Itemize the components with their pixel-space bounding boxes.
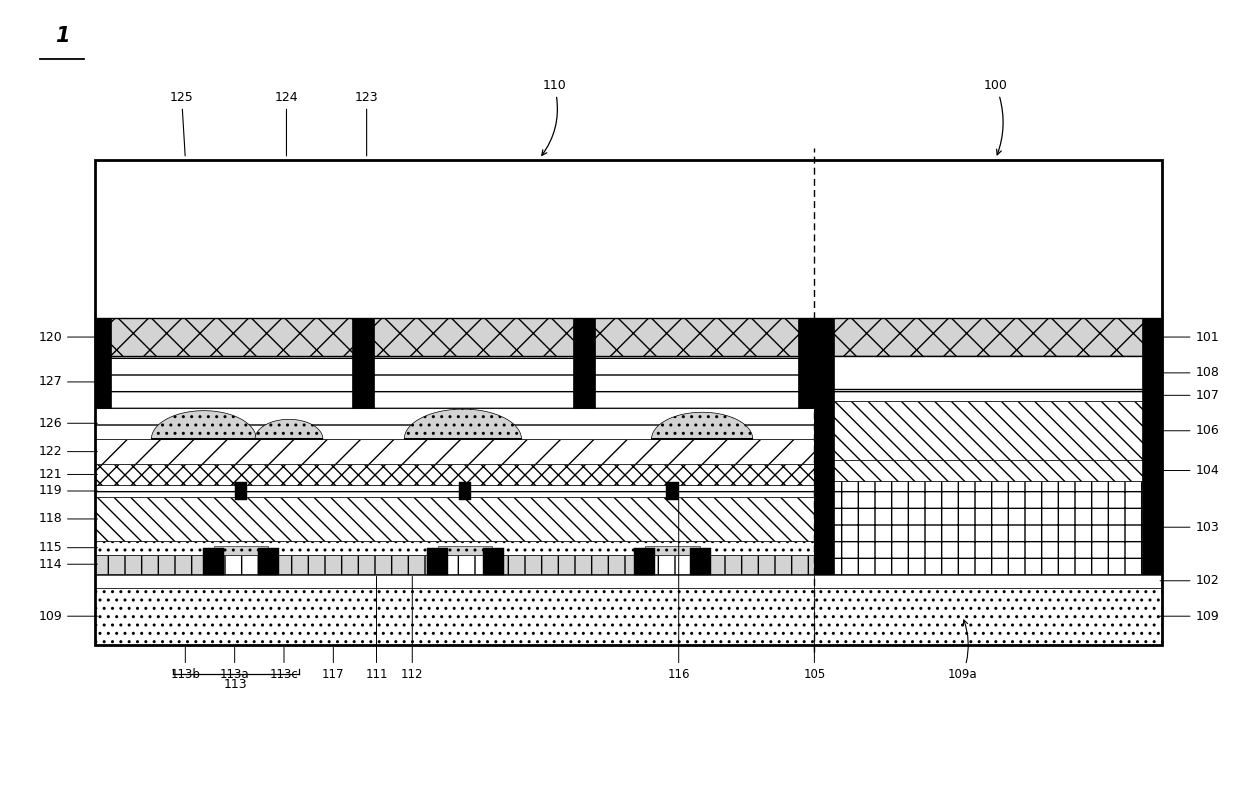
Bar [814, 401, 1162, 460]
Text: 115: 115 [38, 541, 98, 554]
Bar [814, 460, 1162, 481]
Text: 127: 127 [38, 375, 98, 389]
Bar [95, 439, 814, 464]
Bar [642, 555, 704, 573]
Bar [439, 546, 492, 555]
Text: 109a: 109a [948, 620, 978, 681]
Bar [814, 588, 1162, 645]
Text: 103: 103 [1160, 521, 1219, 534]
Bar [435, 555, 496, 573]
Text: 118: 118 [38, 512, 98, 526]
Text: 113c: 113c [270, 647, 299, 681]
Text: 108: 108 [1160, 366, 1219, 379]
Bar [427, 548, 449, 575]
Text: 116: 116 [668, 500, 690, 681]
Bar [258, 548, 279, 575]
Polygon shape [151, 411, 256, 439]
Text: 120: 120 [38, 331, 98, 343]
Text: 109: 109 [1160, 610, 1219, 623]
Text: 105: 105 [803, 647, 825, 681]
Text: 121: 121 [38, 468, 98, 481]
Text: 122: 122 [38, 445, 98, 458]
Text: 109: 109 [38, 610, 98, 623]
Text: 113a: 113a [219, 647, 249, 681]
Bar [209, 555, 271, 573]
Bar [814, 573, 1162, 588]
Polygon shape [652, 412, 753, 439]
Bar [1142, 318, 1162, 573]
Bar [667, 482, 679, 500]
Bar [482, 548, 503, 575]
Bar [95, 160, 1162, 645]
Text: 123: 123 [354, 90, 378, 156]
Polygon shape [255, 419, 323, 439]
Text: 126: 126 [38, 417, 98, 430]
Bar [213, 546, 268, 555]
Text: 1: 1 [55, 26, 69, 46]
Text: 100: 100 [984, 79, 1007, 155]
Text: 102: 102 [1160, 574, 1219, 588]
Bar [798, 318, 814, 408]
Text: 107: 107 [1160, 389, 1219, 402]
Bar [814, 481, 1162, 573]
Text: 125: 125 [170, 90, 193, 156]
Text: 117: 117 [322, 647, 344, 681]
Bar [95, 464, 814, 485]
Text: 113b: 113b [171, 647, 201, 681]
Bar [95, 408, 814, 439]
Polygon shape [404, 409, 522, 439]
Bar [634, 548, 655, 575]
Bar [572, 318, 595, 408]
Text: 112: 112 [401, 577, 424, 681]
Bar [690, 548, 711, 575]
Text: 101: 101 [1160, 331, 1219, 343]
Bar [95, 318, 1162, 356]
Bar [352, 318, 374, 408]
Bar [814, 389, 1162, 401]
Text: 114: 114 [38, 557, 98, 571]
Text: 106: 106 [1160, 424, 1219, 437]
Bar [95, 485, 814, 497]
Bar [234, 482, 247, 500]
Text: 104: 104 [1160, 464, 1219, 477]
Text: 119: 119 [38, 485, 98, 497]
Bar [95, 573, 814, 588]
Bar [95, 356, 814, 408]
Bar [95, 555, 814, 573]
Bar [95, 588, 814, 645]
Bar [203, 548, 223, 575]
Text: 111: 111 [366, 577, 388, 681]
Bar [814, 356, 1162, 389]
Bar [95, 541, 814, 555]
Bar [646, 546, 700, 555]
Bar [814, 318, 834, 573]
Bar [95, 318, 112, 408]
Text: 110: 110 [541, 79, 566, 155]
Bar [95, 497, 814, 541]
Text: 113: 113 [224, 678, 248, 691]
Bar [460, 482, 472, 500]
Text: 124: 124 [275, 90, 299, 156]
